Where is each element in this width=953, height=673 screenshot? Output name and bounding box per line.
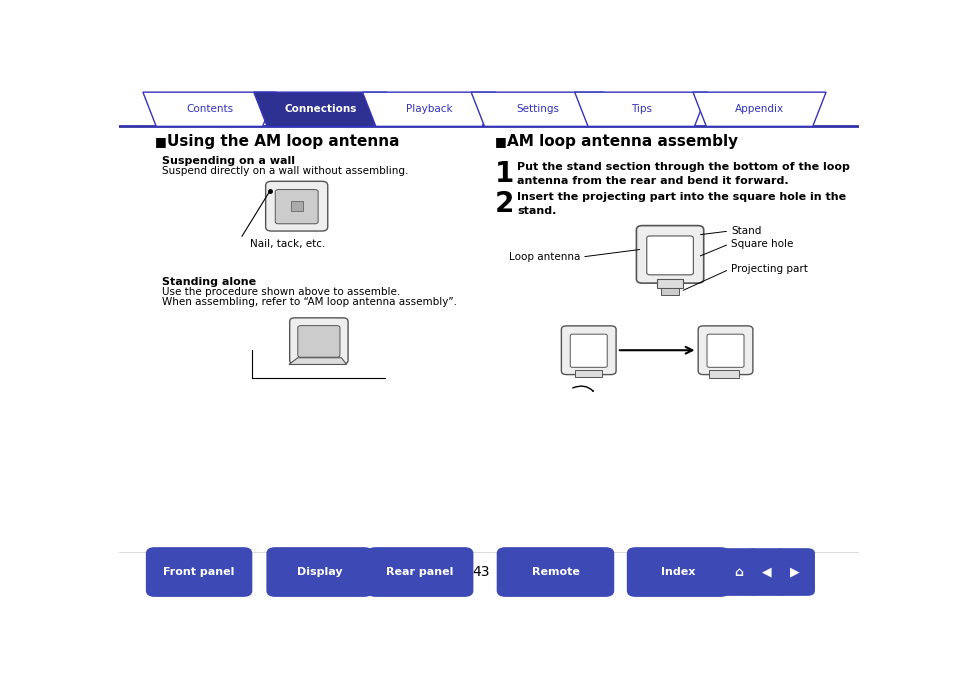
Text: ■: ■ <box>154 135 167 149</box>
FancyBboxPatch shape <box>560 326 616 375</box>
Text: Insert the projecting part into the square hole in the
stand.: Insert the projecting part into the squa… <box>517 192 845 215</box>
FancyBboxPatch shape <box>570 334 606 367</box>
Text: Square hole: Square hole <box>731 239 793 249</box>
Text: Using the AM loop antenna: Using the AM loop antenna <box>167 135 399 149</box>
FancyBboxPatch shape <box>719 548 758 596</box>
Text: Settings: Settings <box>516 104 558 114</box>
Text: Index: Index <box>660 567 695 577</box>
Polygon shape <box>692 92 825 127</box>
FancyBboxPatch shape <box>367 547 473 597</box>
Text: 43: 43 <box>473 565 490 579</box>
Text: When assembling, refer to “AM loop antenna assembly”.: When assembling, refer to “AM loop anten… <box>162 297 456 306</box>
Text: Appendix: Appendix <box>734 104 783 114</box>
FancyBboxPatch shape <box>291 201 302 211</box>
Polygon shape <box>253 92 387 127</box>
Polygon shape <box>289 358 346 365</box>
FancyBboxPatch shape <box>575 370 601 377</box>
FancyBboxPatch shape <box>646 236 693 275</box>
FancyBboxPatch shape <box>497 547 614 597</box>
Text: Nail, tack, etc.: Nail, tack, etc. <box>250 239 325 249</box>
Text: Standing alone: Standing alone <box>162 277 256 287</box>
FancyBboxPatch shape <box>266 547 373 597</box>
Text: Loop antenna: Loop antenna <box>509 252 580 262</box>
Text: Remote: Remote <box>531 567 578 577</box>
Text: Playback: Playback <box>405 104 452 114</box>
Text: ◀: ◀ <box>761 565 771 579</box>
Text: Stand: Stand <box>731 226 761 236</box>
Polygon shape <box>471 92 603 127</box>
FancyBboxPatch shape <box>297 326 339 357</box>
Text: Suspending on a wall: Suspending on a wall <box>162 156 294 166</box>
Text: Display: Display <box>296 567 342 577</box>
FancyBboxPatch shape <box>660 288 679 295</box>
FancyBboxPatch shape <box>746 548 786 596</box>
Text: Tips: Tips <box>630 104 651 114</box>
FancyBboxPatch shape <box>698 326 752 375</box>
Text: ■: ■ <box>495 135 506 149</box>
FancyBboxPatch shape <box>265 181 328 231</box>
Text: Connections: Connections <box>284 104 356 114</box>
Text: Put the stand section through the bottom of the loop
antenna from the rear and b: Put the stand section through the bottom… <box>517 162 849 186</box>
FancyBboxPatch shape <box>774 548 814 596</box>
Text: ▶: ▶ <box>789 565 799 579</box>
Text: AM loop antenna assembly: AM loop antenna assembly <box>507 135 738 149</box>
Text: Rear panel: Rear panel <box>386 567 454 577</box>
Text: Contents: Contents <box>186 104 233 114</box>
Text: Use the procedure shown above to assemble.: Use the procedure shown above to assembl… <box>162 287 400 297</box>
Text: Projecting part: Projecting part <box>731 264 807 275</box>
Polygon shape <box>574 92 707 127</box>
FancyBboxPatch shape <box>146 547 252 597</box>
Polygon shape <box>143 92 275 127</box>
FancyBboxPatch shape <box>706 334 743 367</box>
FancyArrowPatch shape <box>572 386 593 391</box>
FancyBboxPatch shape <box>275 190 317 224</box>
FancyBboxPatch shape <box>290 318 348 364</box>
FancyBboxPatch shape <box>708 370 738 378</box>
Text: 2: 2 <box>495 190 514 217</box>
Polygon shape <box>362 92 495 127</box>
Text: Suspend directly on a wall without assembling.: Suspend directly on a wall without assem… <box>162 166 408 176</box>
FancyBboxPatch shape <box>636 225 703 283</box>
Text: 1: 1 <box>495 160 514 188</box>
FancyBboxPatch shape <box>626 547 729 597</box>
Text: Front panel: Front panel <box>163 567 234 577</box>
FancyBboxPatch shape <box>657 279 682 288</box>
Text: ⌂: ⌂ <box>734 565 742 579</box>
